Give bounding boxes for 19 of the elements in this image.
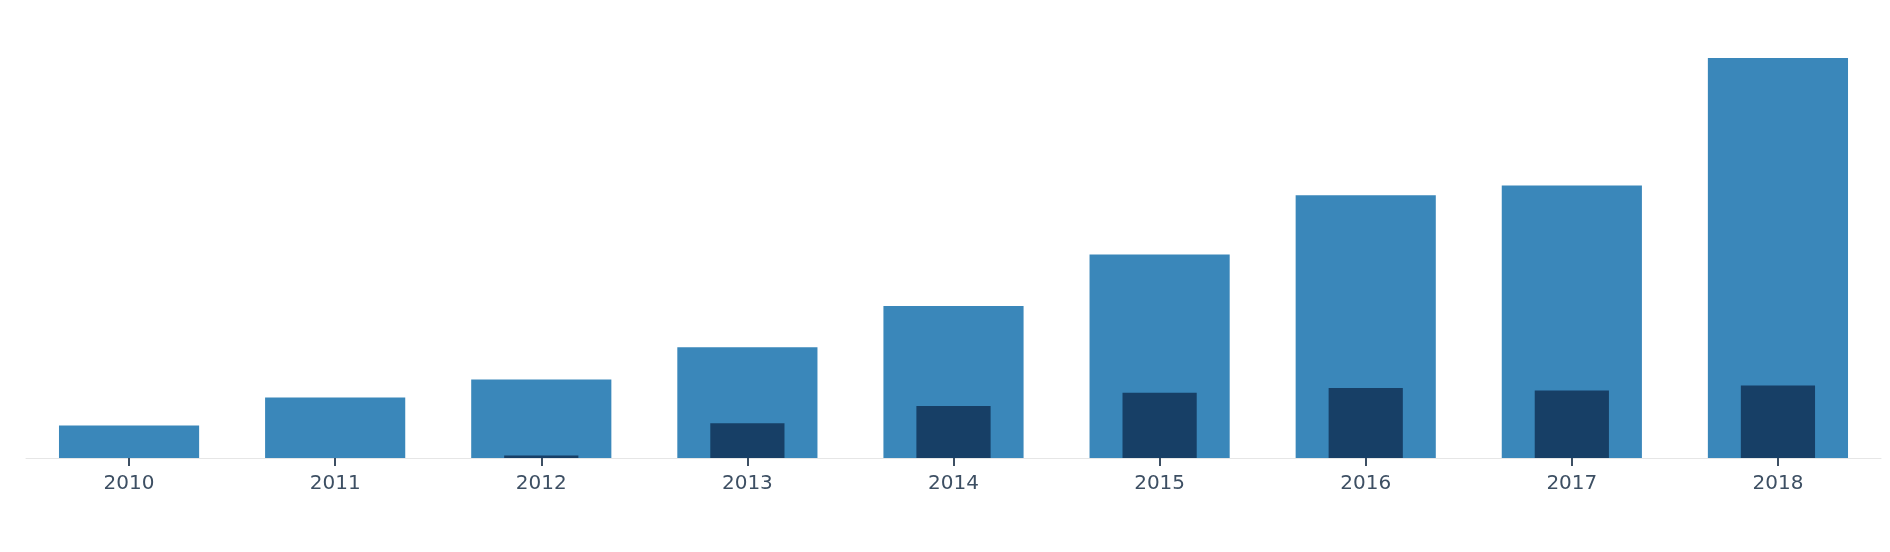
bar <box>1707 58 1849 458</box>
bar <box>1740 385 1816 458</box>
x-tick-label: 2012 <box>515 470 567 494</box>
bar <box>710 423 785 458</box>
x-tick-label: 2014 <box>928 470 979 494</box>
bar <box>916 406 991 458</box>
x-tick-label: 2015 <box>1134 470 1186 494</box>
bar <box>1534 390 1609 458</box>
x-tick-label: 2018 <box>1752 470 1804 494</box>
bar <box>58 425 200 458</box>
x-tick-label: 2011 <box>309 470 361 494</box>
bar <box>1122 392 1197 458</box>
bar <box>1328 388 1403 458</box>
bar <box>471 379 612 458</box>
x-tick-label: 2013 <box>721 470 773 494</box>
x-tick-label: 2010 <box>103 470 155 494</box>
x-tick-label: 2016 <box>1340 470 1392 494</box>
x-tick-label: 2017 <box>1546 470 1598 494</box>
bar <box>265 397 406 458</box>
